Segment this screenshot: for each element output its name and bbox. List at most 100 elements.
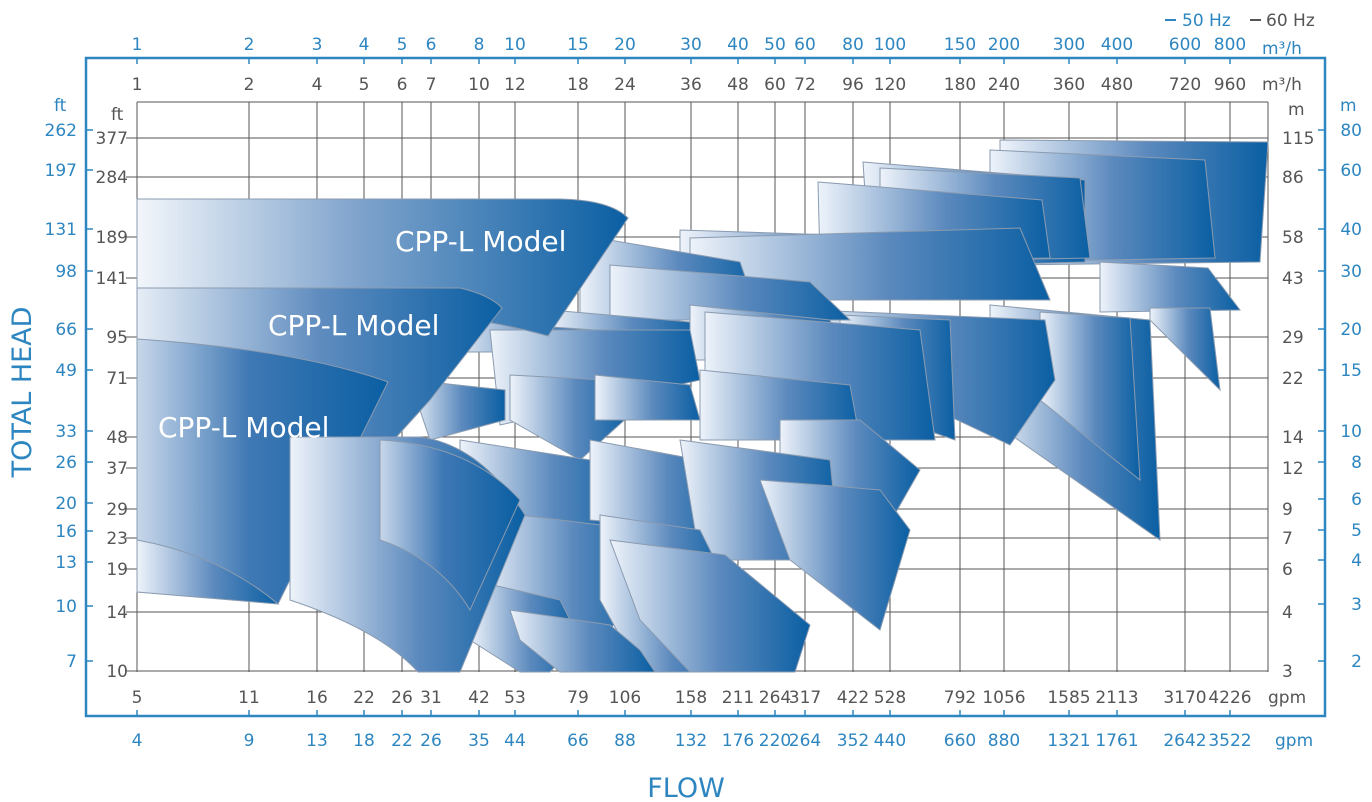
bottom-50hz-tick-label: 26 xyxy=(420,731,442,751)
top-50hz-tick-label: 60 xyxy=(794,35,816,55)
left-outer-tick-label: 98 xyxy=(55,262,77,282)
top-60hz-tick-label: 7 xyxy=(426,75,437,95)
left-inner-tick-label: 29 xyxy=(106,500,128,520)
top-50hz-tick-label: 20 xyxy=(614,35,636,55)
right-outer-tick-label: 8 xyxy=(1351,453,1362,473)
bottom-60hz-tick-label: 79 xyxy=(567,688,589,708)
bottom-60hz-tick-label: 3170 xyxy=(1163,688,1206,708)
left-outer-tick-label: 16 xyxy=(55,522,77,542)
bottom-50hz-tick-label: 4 xyxy=(132,731,143,751)
top-50hz-tick-label: 100 xyxy=(874,35,906,55)
left-outer-tick-label: 7 xyxy=(66,652,77,672)
left-inner-tick-label: 95 xyxy=(106,328,128,348)
bottom-50hz-tick-label: 18 xyxy=(353,731,375,751)
top-60hz-tick-label: 2 xyxy=(244,75,255,95)
top-60hz-tick-label: 120 xyxy=(874,75,906,95)
left-outer-tick-label: 20 xyxy=(55,494,77,514)
bottom-50hz-tick-label: 660 xyxy=(944,731,976,751)
right-outer-tick-label: 2 xyxy=(1351,652,1362,672)
right-inner-tick-label: 86 xyxy=(1282,168,1304,188)
bottom-60hz-tick-label: 26 xyxy=(391,688,413,708)
top-60hz-tick-label: 72 xyxy=(794,75,816,95)
top-50hz-tick-label: 3 xyxy=(312,35,323,55)
top-50hz-tick-label: 50 xyxy=(764,35,786,55)
top-50hz-unit: m³/h xyxy=(1262,39,1302,59)
top-60hz-tick-label: 12 xyxy=(504,75,526,95)
right-inner-unit: m xyxy=(1288,100,1305,120)
bottom-50hz-tick-label: 88 xyxy=(614,731,636,751)
bottom-60hz-unit: gpm xyxy=(1268,688,1306,708)
range-segment xyxy=(759,479,911,631)
model-label-small: CPP-L Model xyxy=(158,411,329,444)
bottom-60hz-tick-label: 106 xyxy=(609,688,641,708)
top-60hz-tick-label: 180 xyxy=(944,75,976,95)
top-60hz-tick-label: 6 xyxy=(397,75,408,95)
top-50hz-tick-label: 40 xyxy=(727,35,749,55)
top-50hz-tick-label: 600 xyxy=(1169,35,1201,55)
bottom-60hz-tick-label: 4226 xyxy=(1208,688,1251,708)
top-60hz-tick-label: 5 xyxy=(359,75,370,95)
top-60hz-tick-label: 480 xyxy=(1101,75,1133,95)
left-outer-tick-label: 13 xyxy=(55,553,77,573)
bottom-60hz-tick-label: 264 xyxy=(759,688,791,708)
right-inner-tick-label: 3 xyxy=(1282,662,1293,682)
top-60hz-unit: m³/h xyxy=(1262,75,1302,95)
left-inner-tick-label: 141 xyxy=(96,269,128,289)
bottom-60hz-tick-label: 1585 xyxy=(1047,688,1090,708)
top-60hz-tick-label: 360 xyxy=(1053,75,1085,95)
top-60hz-tick-label: 1 xyxy=(132,75,143,95)
performance-ranges xyxy=(136,139,1269,673)
bottom-50hz-tick-label: 1761 xyxy=(1095,731,1138,751)
range-segment xyxy=(609,539,811,673)
bottom-60hz-tick-label: 422 xyxy=(837,688,869,708)
bottom-60hz-tick-label: 317 xyxy=(789,688,821,708)
bottom-50hz-unit: gpm xyxy=(1275,731,1313,751)
bottom-50hz-tick-label: 132 xyxy=(675,731,707,751)
right-outer-tick-label: 6 xyxy=(1351,490,1362,510)
bottom-50hz-tick-label: 3522 xyxy=(1208,731,1251,751)
top-50hz-tick-label: 150 xyxy=(944,35,976,55)
top-50hz-tick-label: 10 xyxy=(504,35,526,55)
bottom-50hz-tick-label: 9 xyxy=(244,731,255,751)
right-inner-tick-label: 115 xyxy=(1282,129,1314,149)
bottom-50hz-tick-label: 440 xyxy=(874,731,906,751)
bottom-60hz-tick-label: 11 xyxy=(238,688,260,708)
bottom-50hz-tick-label: 2642 xyxy=(1163,731,1206,751)
top-60hz-tick-label: 60 xyxy=(764,75,786,95)
top-60hz-tick-label: 18 xyxy=(567,75,589,95)
x-axis-title: FLOW xyxy=(647,773,725,802)
bottom-60hz-tick-label: 31 xyxy=(420,688,442,708)
bottom-50hz-tick-label: 44 xyxy=(504,731,526,751)
left-inner-unit: ft xyxy=(111,105,124,125)
left-outer-tick-label: 26 xyxy=(55,453,77,473)
top-60hz-tick-label: 4 xyxy=(312,75,323,95)
top-50hz-tick-label: 400 xyxy=(1101,35,1133,55)
left-inner-tick-label: 284 xyxy=(96,168,128,188)
right-inner-tick-label: 22 xyxy=(1282,369,1304,389)
top-50hz-tick-label: 15 xyxy=(567,35,589,55)
range-segment xyxy=(1149,307,1221,392)
top-50hz-tick-label: 200 xyxy=(988,35,1020,55)
legend: 50 Hz 60 Hz xyxy=(1165,11,1315,31)
right-inner-tick-label: 58 xyxy=(1282,228,1304,248)
left-inner-tick-label: 23 xyxy=(106,529,128,549)
right-inner-tick-label: 9 xyxy=(1282,500,1293,520)
left-outer-unit: ft xyxy=(54,96,67,116)
top-60hz-tick-label: 96 xyxy=(842,75,864,95)
left-outer-tick-label: 33 xyxy=(55,422,77,442)
top-50hz-tick-label: 6 xyxy=(426,35,437,55)
right-outer-tick-label: 3 xyxy=(1351,595,1362,615)
bottom-50hz-tick-label: 264 xyxy=(789,731,821,751)
top-50hz-tick-label: 5 xyxy=(397,35,408,55)
bottom-50hz-tick-label: 220 xyxy=(759,731,791,751)
y-axis-title: TOTAL HEAD xyxy=(7,307,38,479)
model-label-large: CPP-L Model xyxy=(395,225,566,258)
top-60hz-tick-label: 720 xyxy=(1169,75,1201,95)
range-segment xyxy=(379,439,521,612)
range-segment xyxy=(609,264,852,321)
bottom-50hz-tick-label: 1321 xyxy=(1047,731,1090,751)
bottom-60hz-tick-label: 53 xyxy=(504,688,526,708)
left-inner-tick-label: 189 xyxy=(96,228,128,248)
bottom-50hz-tick-label: 880 xyxy=(988,731,1020,751)
